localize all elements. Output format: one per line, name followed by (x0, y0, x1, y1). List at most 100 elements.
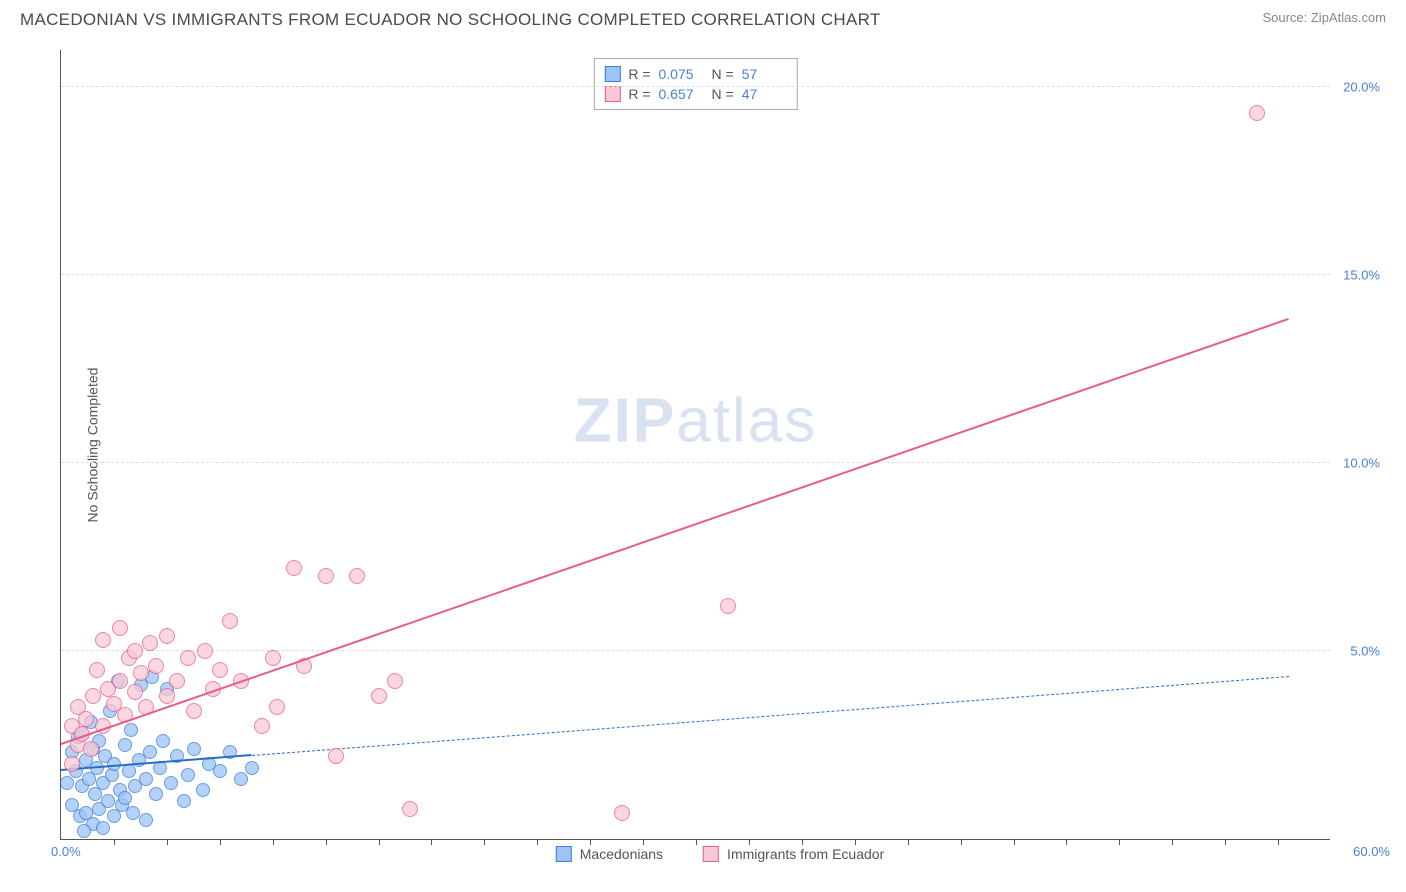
stat-n-label: N = (712, 66, 734, 82)
data-point (64, 756, 80, 772)
gridline (61, 650, 1330, 651)
data-point (112, 620, 128, 636)
data-point (164, 776, 178, 790)
data-point (187, 742, 201, 756)
x-tick (1225, 839, 1226, 845)
legend-item: Macedonians (556, 846, 663, 862)
data-point (186, 703, 202, 719)
stats-row: R = 0.075 N = 57 (604, 64, 786, 84)
data-point (196, 783, 210, 797)
data-point (148, 658, 164, 674)
data-point (222, 613, 238, 629)
data-point (149, 787, 163, 801)
data-point (197, 643, 213, 659)
x-tick (908, 839, 909, 845)
legend-swatch (604, 86, 620, 102)
legend-label: Macedonians (580, 846, 663, 862)
data-point (127, 643, 143, 659)
x-tick (273, 839, 274, 845)
x-tick (1172, 839, 1173, 845)
data-point (143, 745, 157, 759)
x-tick (220, 839, 221, 845)
gridline (61, 462, 1330, 463)
data-point (402, 801, 418, 817)
gridline (61, 86, 1330, 87)
data-point (614, 805, 630, 821)
data-point (159, 688, 175, 704)
plot-area: ZIPatlas R =0.075N =57R =0.657N =47 0.0%… (60, 50, 1330, 840)
stat-r-value: 0.657 (659, 86, 704, 102)
x-tick (114, 839, 115, 845)
data-point (156, 734, 170, 748)
data-point (159, 628, 175, 644)
data-point (118, 791, 132, 805)
x-tick (1066, 839, 1067, 845)
data-point (180, 650, 196, 666)
stat-r-value: 0.075 (659, 66, 704, 82)
x-tick (802, 839, 803, 845)
x-tick (1014, 839, 1015, 845)
stat-n-label: N = (712, 86, 734, 102)
data-point (127, 684, 143, 700)
data-point (89, 662, 105, 678)
data-point (133, 665, 149, 681)
data-point (78, 711, 94, 727)
legend-label: Immigrants from Ecuador (727, 846, 884, 862)
x-tick (643, 839, 644, 845)
stat-n-value: 57 (742, 66, 787, 82)
x-tick (431, 839, 432, 845)
x-tick (961, 839, 962, 845)
chart-container: No Schooling Completed ZIPatlas R =0.075… (60, 50, 1380, 840)
data-point (1249, 105, 1265, 121)
data-point (112, 673, 128, 689)
data-point (286, 560, 302, 576)
trendline (61, 318, 1289, 745)
bottom-legend: Macedonians Immigrants from Ecuador (556, 846, 884, 862)
x-tick (484, 839, 485, 845)
x-tick (1119, 839, 1120, 845)
data-point (118, 738, 132, 752)
data-point (213, 764, 227, 778)
data-point (122, 764, 136, 778)
data-point (177, 794, 191, 808)
data-point (720, 598, 736, 614)
x-tick (167, 839, 168, 845)
legend-swatch (604, 66, 620, 82)
data-point (212, 662, 228, 678)
legend-swatch (703, 846, 719, 862)
stat-r-label: R = (628, 86, 650, 102)
stat-r-label: R = (628, 66, 650, 82)
watermark: ZIPatlas (574, 385, 817, 456)
x-tick (855, 839, 856, 845)
x-tick (696, 839, 697, 845)
x-tick (326, 839, 327, 845)
data-point (83, 741, 99, 757)
data-point (265, 650, 281, 666)
data-point (139, 813, 153, 827)
data-point (95, 632, 111, 648)
data-point (387, 673, 403, 689)
y-tick-label: 5.0% (1350, 643, 1380, 658)
data-point (139, 772, 153, 786)
data-point (142, 635, 158, 651)
data-point (181, 768, 195, 782)
data-point (126, 806, 140, 820)
data-point (124, 723, 138, 737)
data-point (234, 772, 248, 786)
stat-n-value: 47 (742, 86, 787, 102)
x-tick (1278, 839, 1279, 845)
data-point (269, 699, 285, 715)
x-tick (537, 839, 538, 845)
data-point (318, 568, 334, 584)
data-point (101, 794, 115, 808)
data-point (254, 718, 270, 734)
trendline (251, 676, 1288, 756)
x-tick (749, 839, 750, 845)
data-point (349, 568, 365, 584)
data-point (77, 824, 91, 838)
gridline (61, 274, 1330, 275)
y-tick-label: 20.0% (1343, 79, 1380, 94)
data-point (371, 688, 387, 704)
data-point (85, 688, 101, 704)
data-point (169, 673, 185, 689)
